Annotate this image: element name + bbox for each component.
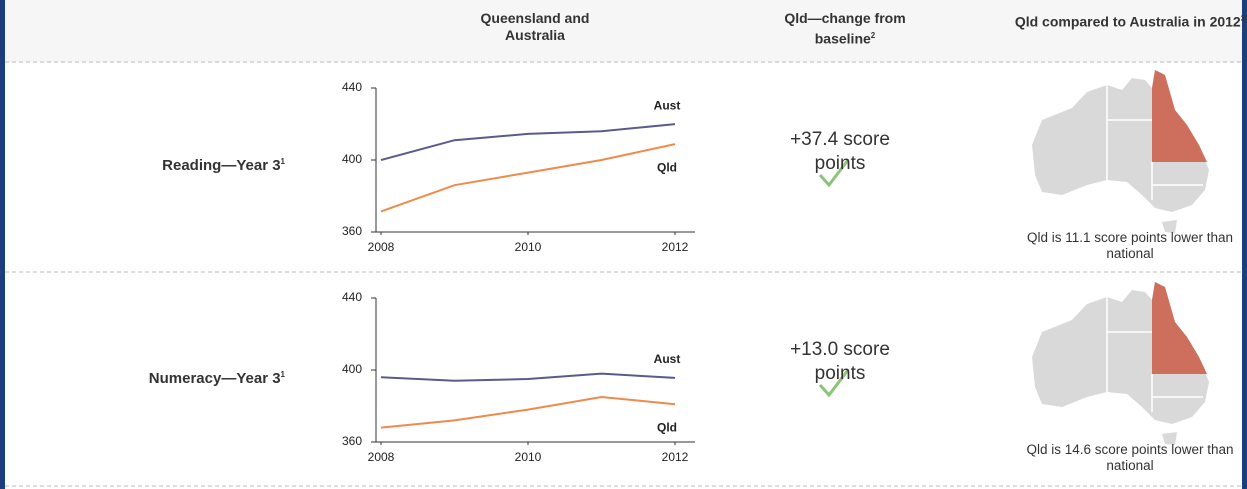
y-tick-label: 440 (342, 290, 362, 304)
change: +37.4 score points (765, 128, 915, 176)
y-tick-label: 360 (342, 224, 362, 238)
row-label-text: Reading—Year 3 (162, 157, 281, 174)
x-tick-label: 2010 (515, 450, 542, 464)
header-text: Queensland and Australia (480, 10, 590, 43)
comparison-text: Qld is 14.6 score points lower than nati… (1026, 442, 1234, 473)
header-text: Qld—change from baseline (784, 10, 906, 47)
footnote-ref: 1 (280, 157, 285, 166)
graphics: 360 400 440 2008 2010 2012 Aust Qld 360 400 440 200… (5, 0, 1242, 487)
x-tick-label: 2008 (368, 450, 395, 464)
series-line (380, 123, 676, 161)
check-mark (818, 159, 850, 188)
series-label: Qld (657, 420, 677, 434)
series-label: Aust (654, 352, 681, 366)
x-tick-label: 2012 (662, 450, 689, 464)
header-bg (5, 0, 1242, 62)
footnote-ref: 3 (1240, 14, 1246, 23)
comparison-text: Qld is 11.1 score points lower than nati… (1026, 230, 1234, 261)
comparison: Qld is 11.1 score points lower than nati… (1025, 230, 1235, 262)
map (1031, 281, 1210, 446)
y-tick-label: 440 (342, 80, 362, 94)
comparison: Qld is 14.6 score points lower than nati… (1025, 442, 1235, 474)
change: +13.0 score points (765, 338, 915, 386)
series-label: Aust (654, 98, 681, 112)
footnote-ref: 1 (280, 370, 285, 379)
map (1031, 69, 1210, 234)
footnote-ref: 2 (870, 31, 876, 40)
y-tick-label: 360 (342, 434, 362, 448)
header-text: Qld compared to Australia in 2012 (1014, 13, 1241, 30)
row-label: Reading—Year 31 (25, 157, 285, 174)
column-header: Queensland and Australia (465, 10, 605, 44)
series-line (380, 143, 676, 213)
row-label-text: Numeracy—Year 3 (148, 370, 281, 387)
x-tick-label: 2008 (368, 240, 395, 254)
check-mark (818, 369, 850, 398)
change-text: +37.4 score points (790, 129, 890, 174)
change-text: +13.0 score points (790, 339, 890, 384)
y-tick-label: 400 (342, 152, 362, 166)
x-tick-label: 2010 (515, 240, 542, 254)
row-label: Numeracy—Year 31 (25, 370, 285, 387)
series-line (380, 395, 676, 429)
column-header: Qld compared to Australia in 20123 (1010, 10, 1247, 31)
y-tick-label: 400 (342, 362, 362, 376)
column-header: Qld—change from baseline2 (760, 10, 930, 48)
series-label: Qld (657, 160, 677, 174)
series-line (380, 372, 676, 382)
x-tick-label: 2012 (662, 240, 689, 254)
